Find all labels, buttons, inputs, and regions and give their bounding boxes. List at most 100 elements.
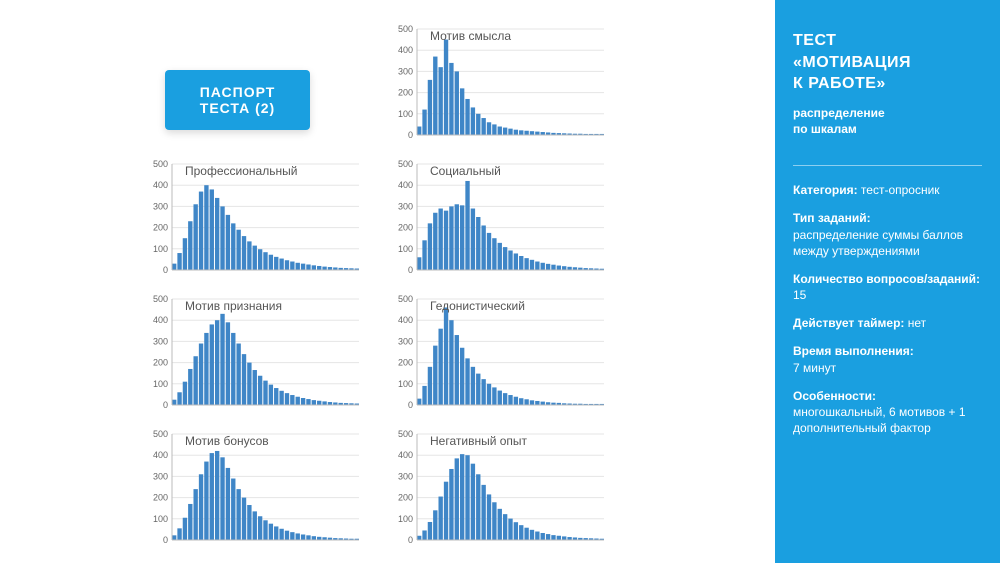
svg-text:200: 200 bbox=[153, 358, 168, 368]
chart-title: Профессиональный bbox=[185, 164, 297, 178]
subtitle-line: распределение bbox=[793, 106, 885, 120]
bar bbox=[199, 474, 203, 540]
bar bbox=[460, 205, 464, 270]
bar bbox=[177, 253, 181, 270]
bar bbox=[290, 532, 294, 540]
svg-text:200: 200 bbox=[398, 223, 413, 233]
bar bbox=[210, 189, 214, 270]
bar bbox=[535, 262, 539, 270]
svg-text:0: 0 bbox=[408, 265, 413, 275]
bar bbox=[519, 398, 523, 405]
bar bbox=[253, 246, 257, 270]
bar bbox=[557, 536, 561, 540]
bar bbox=[236, 230, 240, 270]
bar bbox=[236, 344, 240, 405]
badge-line2: ТЕСТА (2) bbox=[200, 100, 276, 116]
chart-title: Социальный bbox=[430, 164, 501, 178]
svg-text:300: 300 bbox=[153, 471, 168, 481]
svg-text:500: 500 bbox=[398, 295, 413, 304]
row-value: 7 минут bbox=[793, 360, 982, 376]
bar bbox=[465, 99, 469, 135]
bar bbox=[546, 264, 550, 270]
bar bbox=[449, 320, 453, 405]
bar bbox=[449, 63, 453, 135]
bar bbox=[444, 482, 448, 540]
svg-text:400: 400 bbox=[153, 180, 168, 190]
svg-text:100: 100 bbox=[153, 514, 168, 524]
bar bbox=[220, 206, 224, 270]
svg-text:500: 500 bbox=[398, 25, 413, 34]
bar bbox=[524, 131, 528, 135]
bar bbox=[417, 399, 421, 405]
bar bbox=[514, 130, 518, 135]
bar bbox=[226, 468, 230, 540]
row-value: тест-опросник bbox=[861, 183, 940, 197]
badge-line1: ПАСПОРТ bbox=[200, 84, 276, 100]
svg-text:300: 300 bbox=[153, 336, 168, 346]
bar bbox=[433, 346, 437, 405]
bar bbox=[492, 124, 496, 135]
bar bbox=[247, 241, 251, 270]
bar bbox=[296, 263, 300, 270]
bar bbox=[508, 129, 512, 135]
svg-text:300: 300 bbox=[153, 201, 168, 211]
bar bbox=[199, 344, 203, 405]
chart-svg: 0100200300400500 bbox=[385, 160, 610, 280]
svg-text:200: 200 bbox=[398, 358, 413, 368]
bar bbox=[274, 257, 278, 270]
bar bbox=[524, 528, 528, 540]
chart-motiv-bonusov: Мотив бонусов0100200300400500 bbox=[140, 430, 365, 550]
bar bbox=[487, 384, 491, 405]
bar bbox=[322, 401, 326, 405]
svg-text:0: 0 bbox=[408, 400, 413, 410]
sidebar-row: Категория: тест-опросник bbox=[793, 182, 982, 198]
bar bbox=[263, 381, 267, 405]
bar bbox=[530, 131, 534, 135]
bar bbox=[492, 502, 496, 540]
svg-text:0: 0 bbox=[163, 265, 168, 275]
bar bbox=[433, 510, 437, 540]
row-label: Действует таймер: bbox=[793, 316, 904, 330]
bar bbox=[535, 532, 539, 540]
bar bbox=[514, 397, 518, 405]
bar bbox=[231, 333, 235, 405]
bar bbox=[444, 307, 448, 405]
bar bbox=[317, 401, 321, 405]
chart-motiv-priznaniya: Мотив признания0100200300400500 bbox=[140, 295, 365, 415]
bar bbox=[220, 457, 224, 540]
bar bbox=[444, 211, 448, 270]
bar bbox=[546, 534, 550, 540]
bar bbox=[498, 127, 502, 135]
bar bbox=[306, 535, 310, 540]
bar bbox=[551, 265, 555, 270]
bar bbox=[530, 530, 534, 540]
bar bbox=[519, 130, 523, 135]
bar bbox=[226, 322, 230, 405]
row-value: распределение суммы баллов между утвержд… bbox=[793, 227, 982, 259]
bar bbox=[210, 324, 214, 405]
svg-text:400: 400 bbox=[153, 450, 168, 460]
svg-text:500: 500 bbox=[153, 430, 168, 439]
chart-svg: 0100200300400500 bbox=[140, 430, 365, 550]
bar bbox=[481, 485, 485, 540]
bar bbox=[188, 504, 192, 540]
chart-svg: 0100200300400500 bbox=[385, 25, 610, 145]
bar bbox=[433, 57, 437, 135]
chart-title: Мотив признания bbox=[185, 299, 282, 313]
bar bbox=[274, 388, 278, 405]
svg-text:400: 400 bbox=[398, 315, 413, 325]
svg-text:400: 400 bbox=[398, 180, 413, 190]
bar bbox=[503, 514, 507, 540]
svg-text:400: 400 bbox=[153, 315, 168, 325]
bar bbox=[226, 215, 230, 270]
bar bbox=[487, 233, 491, 270]
row-label: Время выполнения: bbox=[793, 343, 982, 359]
bar bbox=[296, 397, 300, 405]
bar bbox=[541, 533, 545, 540]
bar bbox=[269, 255, 273, 270]
svg-text:300: 300 bbox=[398, 336, 413, 346]
bar bbox=[438, 67, 442, 135]
row-value: многошкальный, 6 мотивов + 1 дополнитель… bbox=[793, 404, 982, 436]
svg-text:100: 100 bbox=[153, 379, 168, 389]
bar bbox=[487, 122, 491, 135]
